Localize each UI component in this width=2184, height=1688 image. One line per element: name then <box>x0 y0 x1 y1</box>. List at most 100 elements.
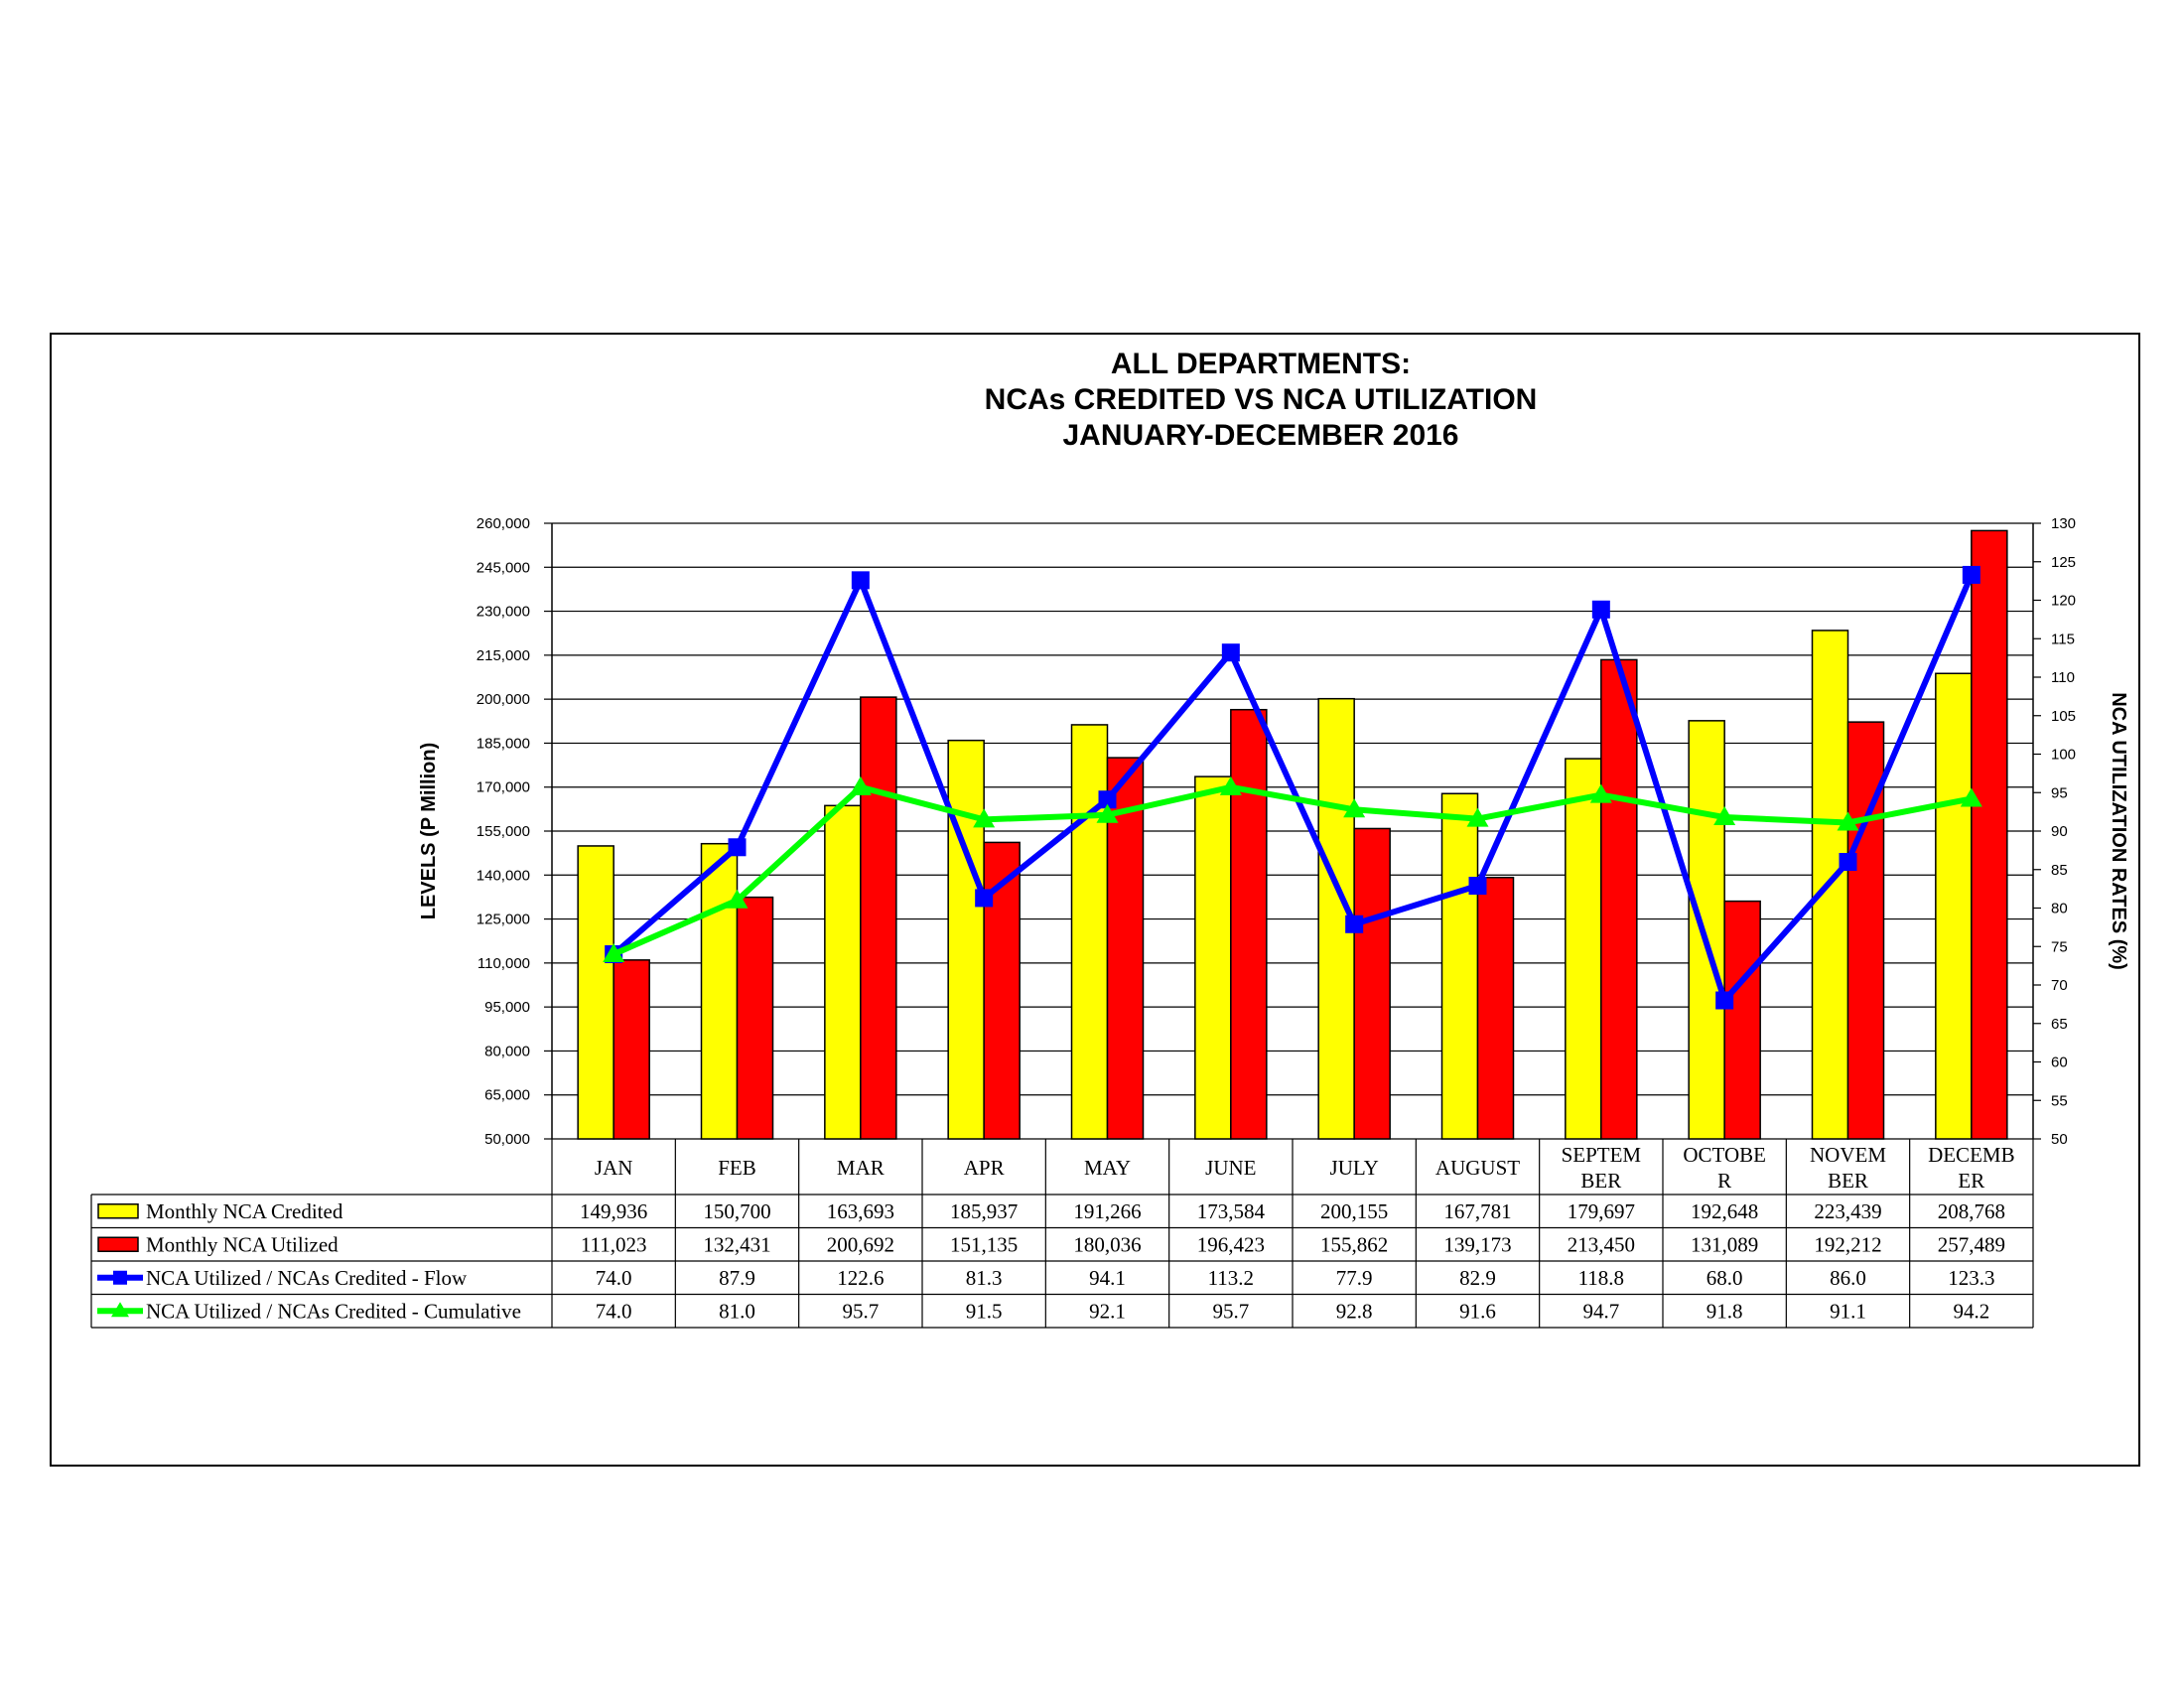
table-cell: 179,697 <box>1568 1199 1635 1223</box>
table-cell: 82.9 <box>1459 1266 1496 1290</box>
table-cell: 92.8 <box>1336 1299 1373 1323</box>
table-cell: 94.2 <box>1953 1299 1989 1323</box>
point-flow <box>1098 790 1117 809</box>
bar-credited <box>947 739 985 1140</box>
series-name: NCA Utilized / NCAs Credited - Cumulativ… <box>146 1299 521 1323</box>
y-tick-label: 65,000 <box>484 1087 530 1104</box>
table-cell: 91.8 <box>1706 1299 1743 1323</box>
y-tick-label: 230,000 <box>477 604 530 621</box>
legend-key-marker <box>111 1302 129 1318</box>
line-series <box>603 565 1982 1010</box>
point-cumulative <box>726 889 749 909</box>
bar-credited <box>1565 758 1602 1140</box>
y2-tick-label: 95 <box>2051 784 2068 801</box>
table-cell: 192,212 <box>1814 1232 1881 1256</box>
bar-utilized <box>1230 708 1268 1140</box>
category-label: MAR <box>837 1156 885 1180</box>
table-cell: 91.6 <box>1459 1299 1496 1323</box>
y-tick-label: 245,000 <box>477 559 530 576</box>
table-cell: 208,768 <box>1938 1199 2005 1223</box>
category-label: R <box>1717 1169 1731 1193</box>
y2-tick-label: 125 <box>2051 554 2076 571</box>
y-tick-label: 80,000 <box>484 1043 530 1059</box>
category-label: JUNE <box>1205 1156 1256 1180</box>
y2-tick-label: 130 <box>2051 515 2076 532</box>
point-cumulative <box>1589 783 1612 803</box>
legend-key-bar <box>97 1236 139 1252</box>
y-tick-label: 200,000 <box>477 691 530 708</box>
bar-utilized <box>1476 876 1515 1140</box>
bar-utilized <box>1353 827 1391 1140</box>
chart-title-line: JANUARY-DECEMBER 2016 <box>1063 419 1459 452</box>
bar-credited <box>1070 724 1109 1140</box>
category-label: MAY <box>1084 1156 1131 1180</box>
axes: 50,000 65,000 80,000 95,000 110,000 125,000 14… <box>418 515 2129 1148</box>
y2-tick-label: 85 <box>2051 862 2068 879</box>
table-cell: 92.1 <box>1089 1299 1126 1323</box>
table-cell: 94.1 <box>1089 1266 1126 1290</box>
y-tick-label: 215,000 <box>477 647 530 664</box>
bar-utilized <box>1600 658 1638 1140</box>
bar-credited <box>824 804 862 1140</box>
legend-key-bar <box>97 1203 139 1219</box>
bar-credited <box>1935 672 1973 1140</box>
table-cell: 122.6 <box>837 1266 884 1290</box>
table-cell: 81.3 <box>966 1266 1003 1290</box>
table-cell: 95.7 <box>1212 1299 1249 1323</box>
y2-tick-label: 60 <box>2051 1055 2068 1071</box>
bars <box>577 529 2008 1140</box>
table-cell: 81.0 <box>719 1299 755 1323</box>
y-tick-label: 125,000 <box>477 912 530 928</box>
table-cell: 131,089 <box>1691 1232 1758 1256</box>
table-cell: 94.7 <box>1582 1299 1619 1323</box>
table-cell: 86.0 <box>1830 1266 1866 1290</box>
point-cumulative <box>849 775 872 795</box>
table-cell: 149,936 <box>580 1199 647 1223</box>
data-table: JAN FEB MAR APR MAY JUNE JULY AUGUSTSEPTEMBEROC… <box>90 1139 2034 1329</box>
y-tick-label: 185,000 <box>477 735 530 752</box>
y-tick-label: 50,000 <box>484 1131 530 1148</box>
y-tick-label: 260,000 <box>477 515 530 532</box>
point-flow <box>1345 914 1364 933</box>
table-cell: 200,692 <box>827 1232 894 1256</box>
series-line-cumulative <box>612 783 1973 957</box>
table-cell: 111,023 <box>581 1232 647 1256</box>
y-tick-label: 170,000 <box>477 779 530 796</box>
y-tick-label: 155,000 <box>477 823 530 840</box>
table-cell: 123.3 <box>1948 1266 1994 1290</box>
y-tick-label: 95,000 <box>484 999 530 1016</box>
point-flow <box>1962 565 1980 584</box>
table-cell: 132,431 <box>703 1232 770 1256</box>
table-cell: 180,036 <box>1073 1232 1141 1256</box>
gridlines <box>552 522 2033 1140</box>
table-cell: 196,423 <box>1197 1232 1265 1256</box>
y2-tick-label: 80 <box>2051 901 2068 917</box>
category-label: SEPTEM <box>1562 1143 1642 1167</box>
category-label: NOVEM <box>1810 1143 1886 1167</box>
series-name: Monthly NCA Utilized <box>146 1232 339 1256</box>
y-axis-title: LEVELS (P Million) <box>418 743 440 920</box>
table-cell: 167,781 <box>1443 1199 1511 1223</box>
point-flow <box>1839 853 1857 871</box>
bar-credited <box>1688 720 1725 1140</box>
category-label: JULY <box>1330 1156 1379 1180</box>
category-label: DECEMB <box>1928 1143 2015 1167</box>
point-cumulative <box>973 808 996 828</box>
table-cell: 113.2 <box>1208 1266 1254 1290</box>
bar-credited <box>1811 630 1849 1140</box>
table-cell: 91.5 <box>966 1299 1003 1323</box>
bar-utilized <box>860 696 897 1140</box>
table-cell: 192,648 <box>1691 1199 1758 1223</box>
chart-title-line: ALL DEPARTMENTS: <box>1111 348 1411 380</box>
chart-title: ALL DEPARTMENTS:NCAs CREDITED VS NCA UTI… <box>985 348 1538 452</box>
point-flow <box>975 889 994 908</box>
point-cumulative <box>1219 775 1242 795</box>
y-tick-label: 140,000 <box>477 867 530 884</box>
y2-tick-label: 65 <box>2051 1016 2068 1033</box>
table-cell: 91.1 <box>1830 1299 1866 1323</box>
bar-utilized <box>1971 529 2008 1140</box>
table-cell: 68.0 <box>1706 1266 1743 1290</box>
bar-credited <box>1194 775 1232 1140</box>
point-cumulative <box>1343 798 1366 818</box>
category-label: BER <box>1580 1169 1621 1193</box>
